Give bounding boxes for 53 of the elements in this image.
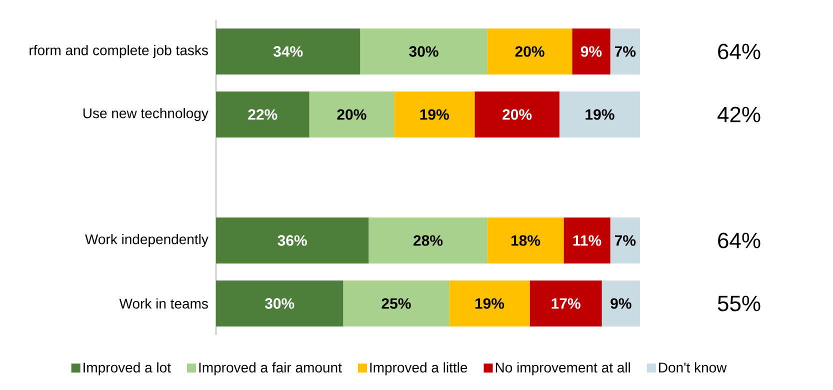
data-label: 7% [614, 235, 636, 246]
data-label: 19% [420, 109, 449, 120]
bar [216, 280, 344, 327]
bar [610, 28, 640, 75]
text: 64% [718, 232, 760, 248]
bar [564, 218, 610, 264]
bar [572, 28, 610, 75]
bar [602, 280, 640, 327]
bar [368, 218, 488, 264]
legend-label: Don't know [659, 362, 727, 373]
data-label: 22% [248, 109, 278, 120]
bar [394, 92, 475, 138]
text: 42% [717, 106, 760, 122]
y-tick-label: Work independently [85, 234, 208, 248]
legend-label: Improved a lot [84, 362, 171, 376]
legend-label: Improved a little [370, 362, 468, 376]
bar [559, 92, 640, 138]
data-label: 9% [580, 46, 602, 57]
data-label: 30% [409, 46, 438, 57]
data-label: 19% [586, 109, 614, 120]
bar [449, 280, 530, 327]
data-label: 11% [573, 235, 602, 246]
text: 64% [718, 44, 760, 60]
data-label: 28% [414, 235, 443, 246]
data-label: 34% [273, 46, 303, 57]
bar [360, 28, 488, 75]
text: 55% [718, 296, 760, 312]
y-tick-label: rform and complete job tasks [30, 44, 208, 58]
y-tick-label: Work in teams [119, 298, 208, 309]
data-label: 18% [511, 235, 540, 246]
data-label: 20% [502, 109, 532, 120]
bar [216, 28, 360, 75]
data-label: 19% [475, 298, 504, 309]
data-label: 20% [515, 46, 544, 57]
data-label: 9% [610, 298, 632, 309]
legend-label: Improved a fair amount [199, 362, 342, 376]
y-tick-label: Use new technology [83, 108, 208, 122]
data-label: 7% [614, 46, 636, 57]
bar [474, 92, 560, 138]
bar [343, 280, 450, 327]
legend-label: No improvement at all [496, 362, 630, 376]
bar [309, 92, 394, 138]
data-label: 25% [382, 298, 411, 309]
data-label: 36% [278, 235, 307, 246]
bar [487, 28, 572, 75]
bar [487, 218, 564, 264]
bar [610, 218, 640, 264]
data-label: 30% [264, 298, 294, 309]
bar [216, 92, 310, 138]
bar [216, 218, 369, 264]
data-label: 17% [552, 298, 580, 309]
data-label: 20% [337, 109, 366, 120]
bar [530, 280, 602, 327]
